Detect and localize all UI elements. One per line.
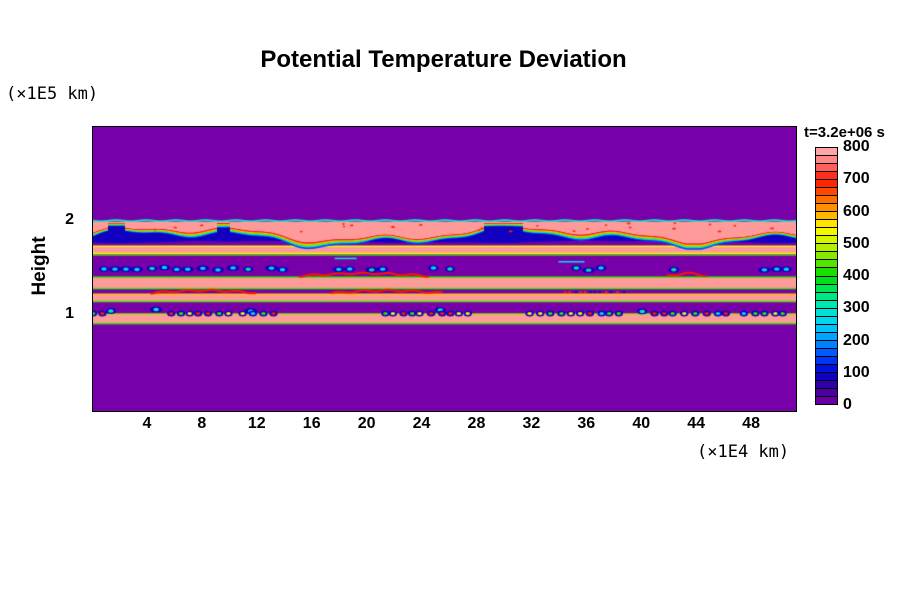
colorbar-tick-label: 100 [843,363,870,381]
colorbar-time-label: t=3.2e+06 s [804,124,885,141]
x-tick-label: 4 [142,415,152,432]
x-tick-label: 36 [577,415,596,432]
chart-title: Potential Temperature Deviation [260,46,627,73]
colorbar-tick-label: 200 [843,331,870,349]
x-tick-label: 28 [467,415,486,432]
colorbar-tick-label: 500 [843,234,870,252]
x-tick-label: 12 [247,415,266,432]
colorbar-tick-label: 0 [843,396,852,413]
colorbar-segment [815,395,838,405]
x-tick-label: 40 [632,415,651,432]
y-axis-unit-label: (×1E5 km) [6,84,99,104]
colorbar-tick-label: 300 [843,299,870,317]
x-tick-label: 20 [357,415,376,432]
y-tick-label: 2 [65,210,74,228]
x-tick-label: 32 [522,415,541,432]
heatmap-canvas [92,126,797,412]
x-axis-unit-label: (×1E4 km) [697,442,790,462]
y-axis-label: Height [29,236,50,296]
colorbar-tick-label: 400 [843,267,870,284]
colorbar-tick-label: 600 [843,202,870,220]
colorbar-tick-label: 700 [843,170,870,188]
colorbar [815,147,838,405]
y-tick-label: 1 [65,305,74,323]
x-tick-label: 16 [302,415,321,432]
x-tick-label: 44 [687,415,706,432]
x-tick-label: 24 [412,415,431,432]
colorbar-tick-label: 800 [843,138,870,155]
x-tick-label: 8 [197,415,207,432]
x-tick-label: 48 [742,415,760,432]
